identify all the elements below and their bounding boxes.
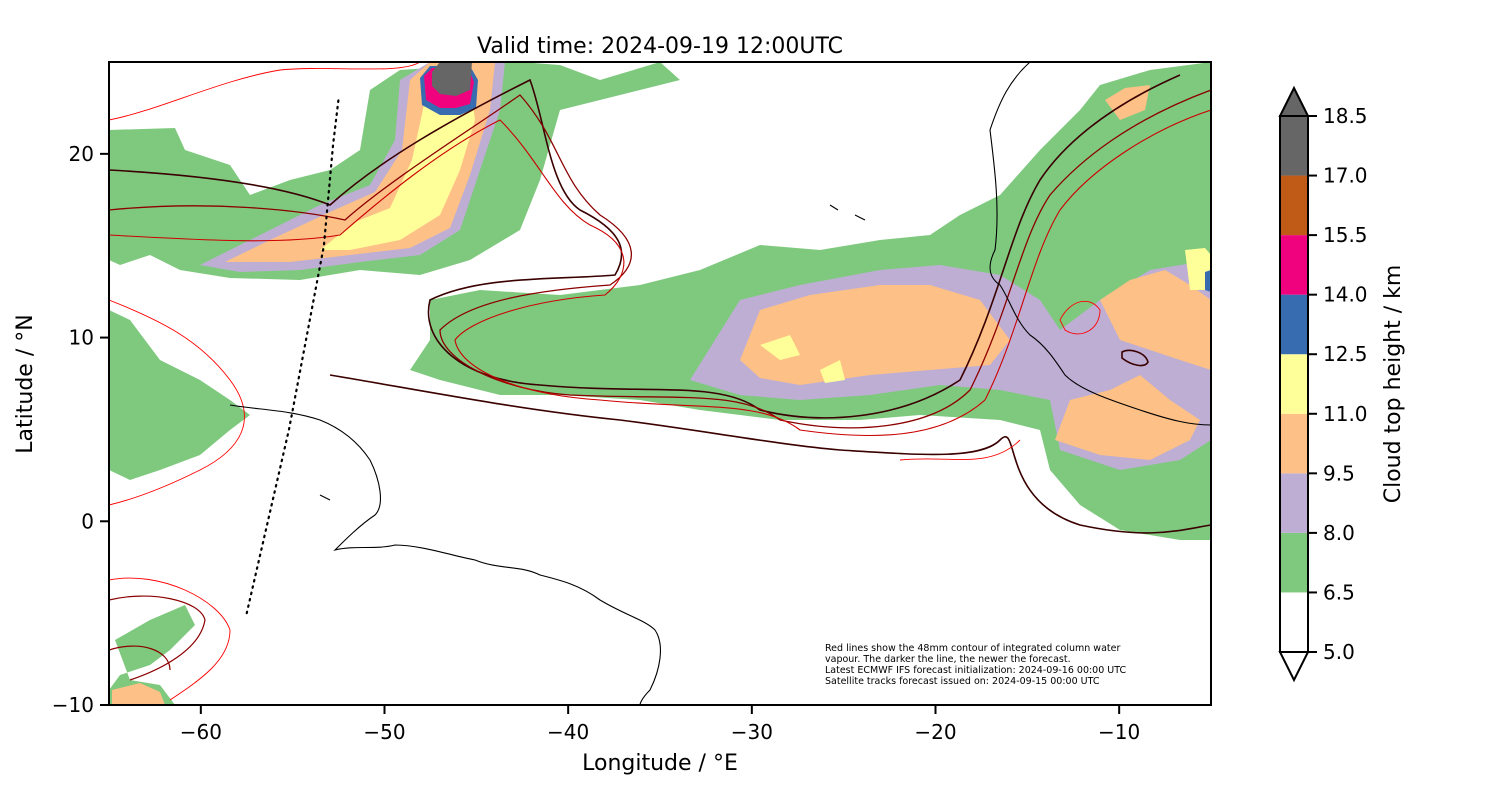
colorbar-tick-label: 8.0	[1323, 521, 1355, 545]
cloud-region-east-orange-2	[1100, 270, 1211, 370]
x-axis-label: Longitude / °E	[582, 751, 738, 776]
colorbar-segment	[1280, 592, 1308, 652]
iwv-contour-newest	[109, 74, 1181, 419]
islands	[319, 204, 866, 501]
cloud-top-height-field	[109, 62, 1211, 705]
cloud-region-east-orange	[1055, 375, 1200, 460]
x-tick-label: −50	[363, 720, 405, 744]
figure-title: Valid time: 2024-09-19 12:00UTC	[477, 34, 843, 59]
x-tick-label: −20	[914, 720, 956, 744]
x-tick-label: −30	[731, 720, 773, 744]
map-area	[109, 62, 1211, 705]
south-america-coast	[229, 404, 661, 705]
y-tick-label: 0	[81, 509, 94, 533]
iwv-contour-southwest	[109, 595, 206, 681]
colorbar-segment	[1280, 354, 1308, 414]
annotation-line-4: Satellite tracks forecast issued on: 202…	[825, 676, 1100, 687]
x-tick-label: −40	[547, 720, 589, 744]
colorbar-label: Cloud top height / km	[1381, 265, 1406, 504]
satellite-track	[245, 97, 340, 615]
cloud-region-sw-core	[112, 683, 165, 705]
iwv-contour-newest-south	[329, 374, 1211, 534]
colorbar-extend-max	[1278, 85, 1310, 117]
cloud-region-peak-grey	[432, 62, 472, 96]
cloud-region-east-blue	[1205, 270, 1211, 292]
cloud-region-west	[109, 310, 250, 480]
annotation-line-3: Latest ECMWF IFS forecast initialization…	[825, 665, 1126, 676]
y-axis-ticks: −10 0 10 20	[52, 142, 109, 717]
cloud-region-east-yellow	[1185, 248, 1211, 290]
annotation-text: Red lines show the 48mm contour of integ…	[825, 643, 1126, 687]
x-tick-label: −60	[180, 720, 222, 744]
colorbar-tick-label: 11.0	[1323, 402, 1368, 426]
y-tick-label: 10	[69, 326, 94, 350]
iwv-contour-southwest-old	[109, 577, 231, 701]
annotation-line-1: Red lines show the 48mm contour of integ…	[825, 643, 1120, 654]
cloud-region-central-orange	[740, 285, 1010, 385]
colorbar-tick-label: 12.5	[1323, 342, 1368, 366]
colorbar-segment	[1280, 175, 1308, 236]
y-tick-label: −10	[52, 693, 94, 717]
colorbar: 5.0 6.5 8.0 9.5 11.0 12.5 14.0 15.5 17.0 18.5	[1278, 85, 1368, 683]
colorbar-segment	[1280, 532, 1308, 593]
iwv-contour-old	[109, 62, 1101, 506]
colorbar-segment	[1280, 413, 1308, 474]
colorbar-tick-label: 15.5	[1323, 223, 1368, 247]
colorbar-tick-label: 18.5	[1323, 104, 1368, 128]
colorbar-tick-label: 17.0	[1323, 164, 1368, 188]
colorbar-tick-label: 9.5	[1323, 461, 1355, 485]
cloud-region-southwest	[109, 605, 195, 705]
africa-coast	[989, 62, 1211, 426]
colorbar-segment	[1280, 473, 1308, 533]
y-axis-label: Latitude / °N	[13, 314, 38, 453]
map-frame	[108, 61, 1212, 706]
colorbar-segment	[1280, 294, 1308, 355]
iwv-contours	[109, 62, 1211, 701]
colorbar-segment	[1280, 116, 1308, 176]
coastlines	[229, 62, 1211, 705]
colorbar-frame	[1279, 115, 1309, 653]
cloud-region-yellow	[320, 80, 475, 250]
colorbar-segment	[1280, 235, 1308, 295]
iwv-contour-mid	[109, 109, 1211, 437]
annotation-line-2: vapour. The darker the line, the newer t…	[825, 654, 1071, 665]
iwv-contour-east-small	[1121, 349, 1149, 367]
colorbar-extend-min	[1278, 651, 1310, 683]
y-tick-label: 20	[69, 142, 94, 166]
cloud-region-central-yellow	[760, 335, 845, 383]
colorbar-tick-label: 6.5	[1323, 580, 1355, 604]
x-tick-label: −10	[1098, 720, 1140, 744]
x-axis-ticks: −60 −50 −40 −30 −20 −10	[180, 705, 1140, 744]
colorbar-tick-label: 14.0	[1323, 283, 1368, 307]
iwv-contour-new	[109, 89, 1211, 429]
colorbar-tick-label: 5.0	[1323, 640, 1355, 664]
